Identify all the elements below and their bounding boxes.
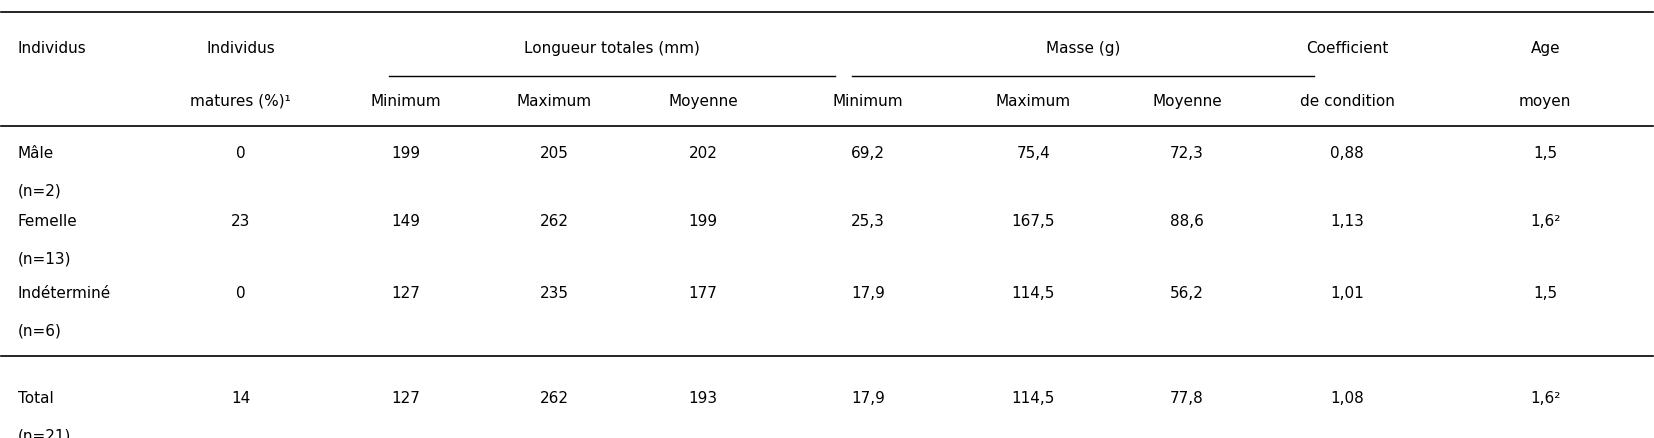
Text: 199: 199 — [392, 146, 420, 161]
Text: 0: 0 — [237, 146, 246, 161]
Text: 235: 235 — [541, 285, 569, 300]
Text: 193: 193 — [688, 390, 718, 405]
Text: 199: 199 — [688, 214, 718, 229]
Text: 1,6²: 1,6² — [1530, 214, 1560, 229]
Text: 262: 262 — [541, 390, 569, 405]
Text: 205: 205 — [541, 146, 569, 161]
Text: 0,88: 0,88 — [1330, 146, 1365, 161]
Text: 17,9: 17,9 — [852, 285, 885, 300]
Text: 72,3: 72,3 — [1169, 146, 1204, 161]
Text: 17,9: 17,9 — [852, 390, 885, 405]
Text: (n=13): (n=13) — [18, 251, 71, 266]
Text: 88,6: 88,6 — [1169, 214, 1204, 229]
Text: 202: 202 — [688, 146, 718, 161]
Text: 0: 0 — [237, 285, 246, 300]
Text: Moyenne: Moyenne — [668, 93, 738, 108]
Text: 77,8: 77,8 — [1169, 390, 1204, 405]
Text: Coefficient: Coefficient — [1307, 41, 1388, 56]
Text: Indéterminé: Indéterminé — [18, 285, 111, 300]
Text: 56,2: 56,2 — [1169, 285, 1204, 300]
Text: (n=21): (n=21) — [18, 427, 71, 438]
Text: moyen: moyen — [1518, 93, 1571, 108]
Text: Mâle: Mâle — [18, 146, 55, 161]
Text: 167,5: 167,5 — [1012, 214, 1055, 229]
Text: Individus: Individus — [207, 41, 275, 56]
Text: Longueur totales (mm): Longueur totales (mm) — [524, 41, 700, 56]
Text: 177: 177 — [688, 285, 718, 300]
Text: 69,2: 69,2 — [852, 146, 885, 161]
Text: 75,4: 75,4 — [1017, 146, 1050, 161]
Text: Minimum: Minimum — [370, 93, 442, 108]
Text: 127: 127 — [392, 390, 420, 405]
Text: 23: 23 — [232, 214, 250, 229]
Text: 262: 262 — [541, 214, 569, 229]
Text: 1,5: 1,5 — [1533, 285, 1558, 300]
Text: 127: 127 — [392, 285, 420, 300]
Text: de condition: de condition — [1300, 93, 1394, 108]
Text: Total: Total — [18, 390, 53, 405]
Text: Maximum: Maximum — [518, 93, 592, 108]
Text: Moyenne: Moyenne — [1153, 93, 1222, 108]
Text: 1,08: 1,08 — [1330, 390, 1365, 405]
Text: Individus: Individus — [18, 41, 86, 56]
Text: Femelle: Femelle — [18, 214, 78, 229]
Text: (n=2): (n=2) — [18, 184, 61, 198]
Text: 1,6²: 1,6² — [1530, 390, 1560, 405]
Text: 1,01: 1,01 — [1330, 285, 1365, 300]
Text: Minimum: Minimum — [834, 93, 903, 108]
Text: Masse (g): Masse (g) — [1045, 41, 1120, 56]
Text: 149: 149 — [392, 214, 420, 229]
Text: 25,3: 25,3 — [852, 214, 885, 229]
Text: 1,13: 1,13 — [1330, 214, 1365, 229]
Text: Age: Age — [1530, 41, 1560, 56]
Text: Maximum: Maximum — [996, 93, 1072, 108]
Text: 114,5: 114,5 — [1012, 285, 1055, 300]
Text: 14: 14 — [232, 390, 250, 405]
Text: 114,5: 114,5 — [1012, 390, 1055, 405]
Text: matures (%)¹: matures (%)¹ — [190, 93, 291, 108]
Text: (n=6): (n=6) — [18, 322, 61, 337]
Text: 1,5: 1,5 — [1533, 146, 1558, 161]
